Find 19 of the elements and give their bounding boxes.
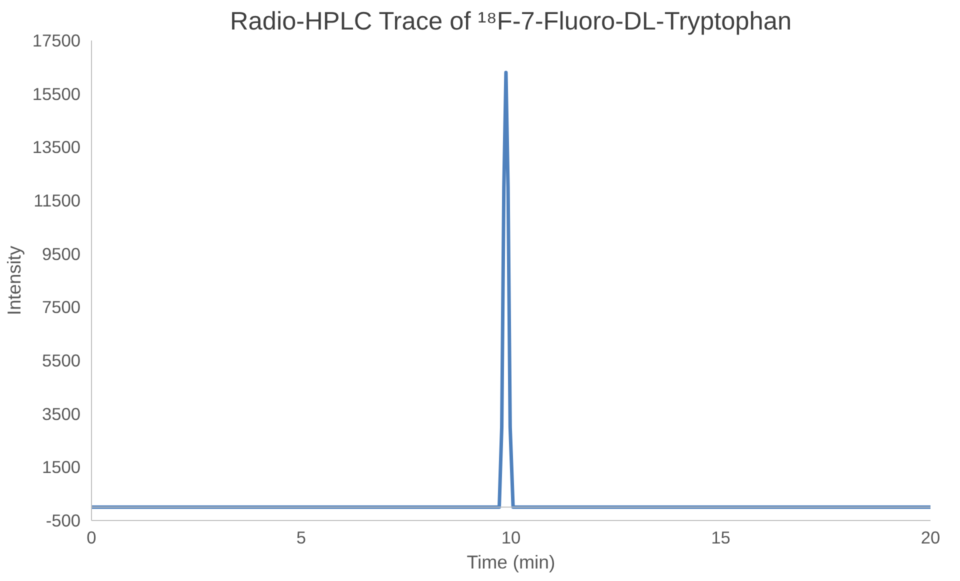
y-tick-label: 5500 [42, 350, 81, 370]
y-tick-label: 11500 [34, 190, 81, 210]
x-axis-title: Time (min) [466, 552, 556, 572]
x-tick-label: 20 [920, 528, 940, 548]
y-tick-label: 9500 [42, 244, 81, 264]
y-axis-title: Intensity [3, 245, 24, 316]
y-tick-label: 3500 [42, 404, 81, 424]
x-tick-label: 5 [296, 528, 306, 548]
x-tick-label: 0 [86, 528, 96, 548]
chart-title: Radio-HPLC Trace of ¹⁸F-7-Fluoro-DL-Tryptophan [230, 8, 792, 36]
y-tick-label: 15500 [32, 84, 80, 104]
y-tick-label: -500 [46, 510, 81, 530]
y-tick-label: 1500 [42, 457, 81, 478]
line-series [92, 70, 930, 509]
y-tick-label: 17500 [32, 30, 80, 50]
x-tick-label: 10 [501, 528, 521, 548]
x-tick-label: 15 [711, 528, 730, 548]
y-tick-label: 13500 [32, 137, 80, 158]
y-tick-label: 7500 [42, 297, 81, 318]
